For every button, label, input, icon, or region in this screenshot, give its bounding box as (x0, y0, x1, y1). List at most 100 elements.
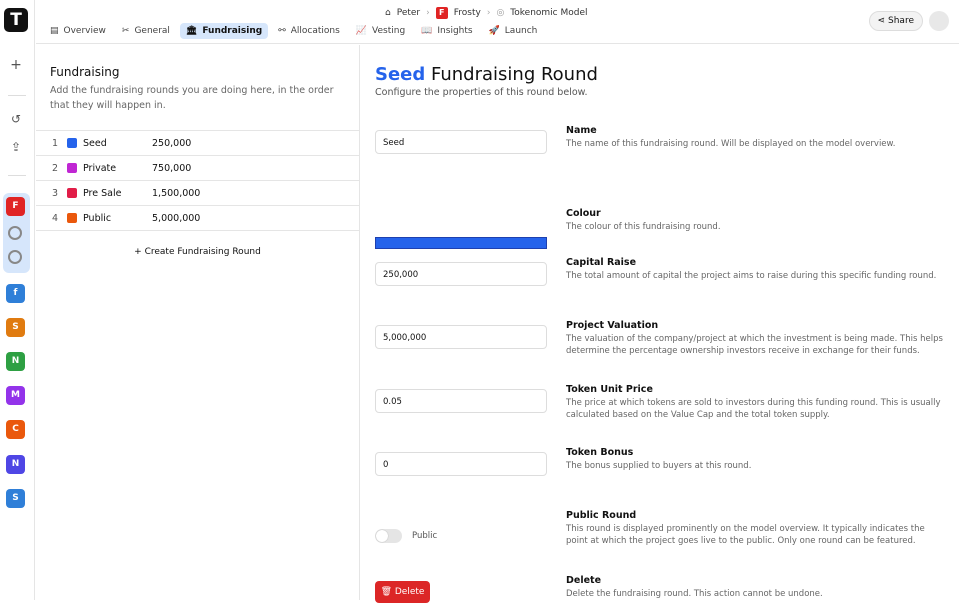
plus-icon: + (134, 247, 145, 257)
round-number: 4 (51, 212, 58, 224)
public-toggle[interactable] (375, 529, 402, 543)
round-color-swatch (67, 188, 77, 198)
round-row[interactable]: 3 Pre Sale 1,500,000 (36, 181, 359, 206)
round-color-swatch (67, 213, 77, 223)
general-icon: ✂ (121, 26, 130, 36)
round-row[interactable]: 4 Public 5,000,000 (36, 206, 359, 231)
field-title: Delete (566, 575, 602, 586)
divider (8, 95, 26, 96)
tab-bar: ▤ Overview ✂ General 🏛 Fundraising ⚯ Allocat… (44, 23, 543, 39)
project-avatar[interactable]: F (6, 197, 25, 216)
top-bar: ⌂ Peter › F Frosty › ◎ Tokenomic Model ▤… (36, 0, 959, 44)
tab-label: Allocations (290, 26, 340, 36)
project-badge: F (435, 7, 448, 19)
field-help: This round is displayed prominently on t… (566, 524, 925, 546)
field-title: Project Valuation (566, 320, 659, 331)
chevron-right-icon: › (426, 8, 430, 18)
delete-label: Delete (394, 587, 425, 597)
create-round-button[interactable]: + Create Fundraising Round (36, 247, 359, 257)
round-name: Public (83, 212, 112, 224)
field-description: Project Valuation The valuation of the co… (566, 320, 946, 357)
tab-insights[interactable]: 📖 Insights (415, 23, 478, 39)
breadcrumb: ⌂ Peter › F Frosty › ◎ Tokenomic Model (385, 7, 588, 19)
model-icon: ◎ (496, 8, 505, 18)
add-icon[interactable]: + (10, 57, 22, 73)
field-description: Capital Raise The total amount of capital… (566, 257, 946, 282)
round-color-swatch (67, 138, 77, 148)
round-number: 3 (51, 187, 58, 199)
panel-description: Add the fundraising rounds you are doing… (50, 85, 334, 111)
tab-overview[interactable]: ▤ Overview (44, 23, 112, 39)
round-name: Pre Sale (83, 187, 122, 199)
tab-label: Launch (504, 26, 538, 36)
home-icon: ⌂ (385, 8, 391, 18)
rounds-list: 1 Seed 250,000 2 Private 750,000 3 Pre Sale 1,50… (36, 130, 359, 231)
round-amount: 250,000 (152, 137, 192, 149)
share-button[interactable]: ⋖ Share (868, 11, 923, 31)
trash-icon: 🗑 (380, 587, 395, 597)
project-avatar[interactable]: f (6, 284, 25, 303)
field-input-token-unit-price[interactable]: 0.05 (375, 389, 547, 413)
chart-icon: 📈 (355, 26, 368, 36)
field-help: The price at which tokens are sold to in… (566, 398, 941, 420)
tab-general[interactable]: ✂ General (116, 23, 176, 39)
round-color-swatch (67, 163, 77, 173)
panel-title: Fundraising (50, 65, 120, 79)
round-number: 2 (51, 162, 58, 174)
breadcrumb-project[interactable]: Frosty (453, 8, 481, 18)
history-icon[interactable]: ↺ (10, 112, 22, 126)
project-avatar[interactable]: S (6, 318, 25, 337)
round-name: Seed (83, 137, 107, 149)
model-icon[interactable] (8, 250, 22, 264)
colour-picker[interactable] (375, 237, 547, 249)
share-icon: ⋖ (877, 16, 889, 26)
round-name-accent: Seed (375, 64, 426, 85)
model-icon[interactable] (8, 226, 22, 240)
project-avatar[interactable]: N (6, 455, 25, 474)
tab-allocations[interactable]: ⚯ Allocations (272, 23, 346, 39)
field-input-capital-raise[interactable]: 250,000 (375, 262, 547, 286)
field-help: The bonus supplied to buyers at this rou… (566, 461, 752, 471)
breadcrumb-model[interactable]: Tokenomic Model (510, 8, 588, 18)
project-avatar[interactable]: N (6, 352, 25, 371)
tab-vesting[interactable]: 📈 Vesting (350, 23, 411, 39)
project-avatar[interactable]: S (6, 489, 25, 508)
field-description: Public Round This round is displayed prom… (566, 510, 946, 547)
field-input-token-bonus[interactable]: 0 (375, 452, 547, 476)
delete-button[interactable]: 🗑 Delete (375, 581, 430, 603)
create-round-label: Create Fundraising Round (144, 247, 261, 257)
public-label: Public (412, 531, 438, 541)
app-logo[interactable]: T (4, 8, 28, 32)
round-row[interactable]: 2 Private 750,000 (36, 156, 359, 181)
project-avatar[interactable]: M (6, 386, 25, 405)
project-avatar[interactable]: C (6, 420, 25, 439)
bank-icon: 🏛 (185, 26, 198, 36)
round-row[interactable]: 1 Seed 250,000 (36, 131, 359, 156)
field-help: The total amount of capital the project … (566, 271, 937, 281)
editor-subtitle: Configure the properties of this round b… (375, 87, 588, 98)
field-description: Colour The colour of this fundraising rou… (566, 208, 946, 233)
field-title: Token Bonus (566, 447, 634, 458)
share-upload-icon[interactable]: ⇪ (10, 140, 22, 154)
round-amount: 750,000 (152, 162, 192, 174)
breadcrumb-user[interactable]: Peter (396, 8, 421, 18)
tab-label: Insights (437, 26, 473, 36)
tab-fundraising[interactable]: 🏛 Fundraising (179, 23, 269, 39)
field-help: The colour of this fundraising round. (566, 222, 721, 232)
tab-label: Vesting (372, 26, 406, 36)
field-input-project-valuation[interactable]: 5,000,000 (375, 325, 547, 349)
overview-icon: ▤ (50, 26, 59, 36)
round-amount: 1,500,000 (152, 187, 201, 199)
field-title: Capital Raise (566, 257, 637, 268)
allocations-icon: ⚯ (278, 26, 286, 36)
field-help: The name of this fundraising round. Will… (566, 139, 896, 149)
tab-label: General (134, 26, 170, 36)
field-input-name[interactable]: Seed (375, 130, 547, 154)
user-avatar[interactable] (929, 11, 949, 31)
rounds-panel: Fundraising Add the fundraising rounds y… (36, 45, 360, 600)
round-number: 1 (51, 137, 58, 149)
field-title: Name (566, 125, 597, 136)
book-icon: 📖 (421, 26, 433, 36)
rocket-icon: 🚀 (488, 26, 500, 36)
tab-launch[interactable]: 🚀 Launch (483, 23, 544, 39)
